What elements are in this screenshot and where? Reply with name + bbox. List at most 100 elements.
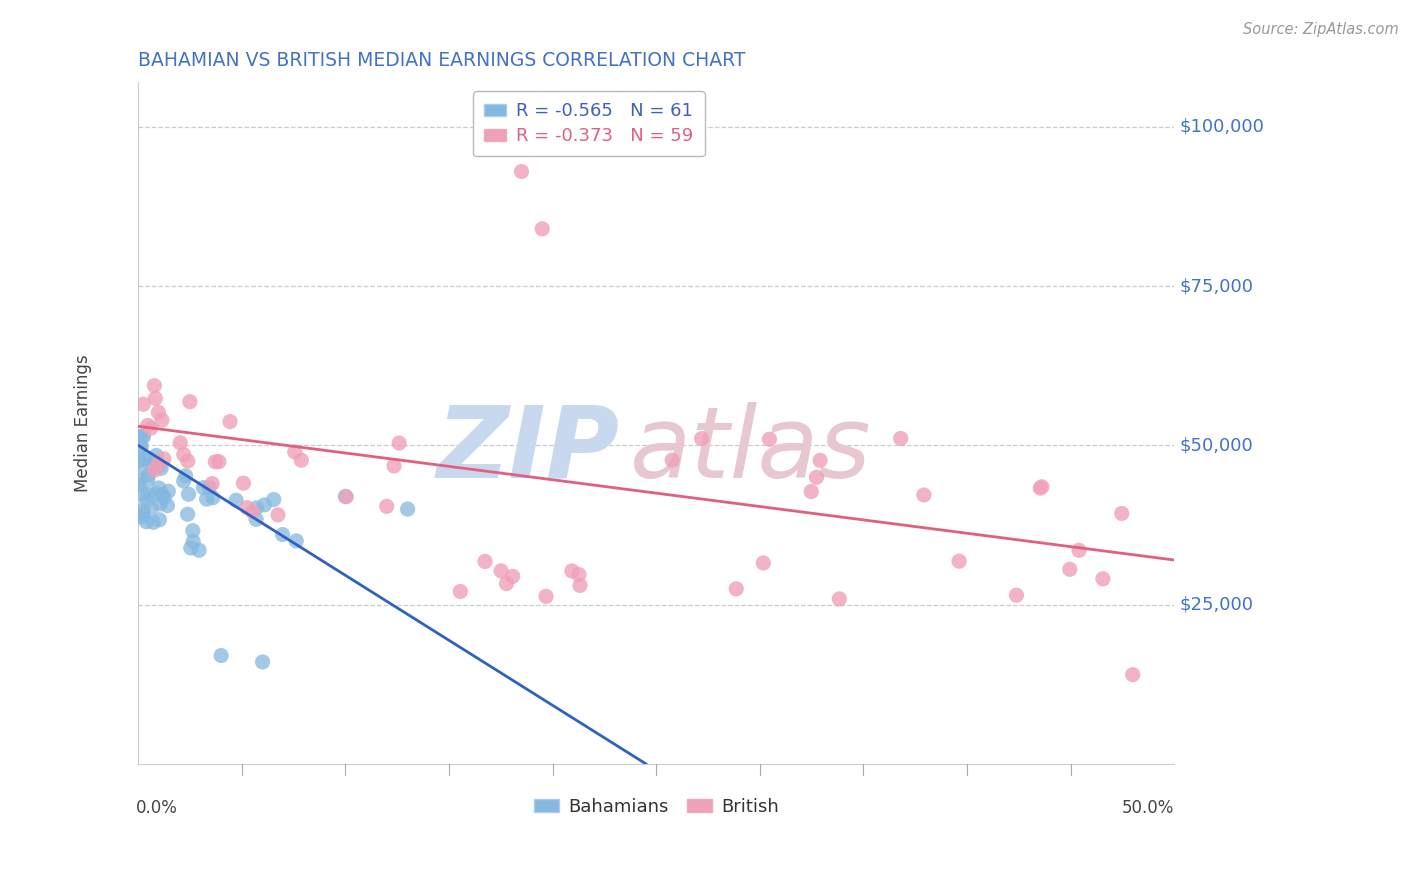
- Point: [152, 487, 174, 501]
- Point: [201, 476, 224, 491]
- Point: [132, 507, 155, 521]
- Text: ZIP: ZIP: [437, 401, 620, 499]
- Point: [806, 470, 828, 484]
- Point: [209, 648, 232, 663]
- Point: [132, 452, 155, 467]
- Point: [181, 524, 204, 538]
- Point: [132, 487, 155, 501]
- Point: [135, 493, 157, 508]
- Point: [335, 490, 357, 504]
- Point: [568, 567, 591, 582]
- Point: [335, 489, 357, 503]
- Point: [758, 432, 780, 446]
- Point: [253, 498, 276, 512]
- Text: $50,000: $50,000: [1180, 436, 1253, 454]
- Point: [198, 480, 221, 494]
- Point: [252, 655, 274, 669]
- Point: [388, 436, 411, 450]
- Point: [148, 513, 170, 527]
- Point: [142, 457, 165, 471]
- Point: [263, 492, 285, 507]
- Point: [195, 492, 218, 507]
- Point: [142, 516, 165, 530]
- Point: [129, 510, 152, 524]
- Text: $75,000: $75,000: [1180, 277, 1253, 295]
- Point: [236, 500, 259, 515]
- Point: [188, 543, 211, 558]
- Point: [145, 449, 167, 463]
- Point: [139, 421, 162, 435]
- Point: [225, 493, 247, 508]
- Point: [534, 590, 557, 604]
- Point: [173, 474, 195, 488]
- Point: [208, 454, 231, 468]
- Point: [149, 497, 172, 511]
- Point: [128, 478, 150, 492]
- Point: [449, 584, 471, 599]
- Point: [145, 486, 167, 500]
- Text: Source: ZipAtlas.com: Source: ZipAtlas.com: [1243, 22, 1399, 37]
- Point: [219, 415, 242, 429]
- Point: [502, 569, 524, 583]
- Text: $100,000: $100,000: [1180, 118, 1264, 136]
- Point: [132, 429, 155, 443]
- Point: [181, 534, 204, 549]
- Text: Median Earnings: Median Earnings: [73, 354, 91, 491]
- Point: [912, 488, 935, 502]
- Point: [177, 454, 200, 468]
- Point: [568, 578, 591, 592]
- Point: [134, 462, 156, 476]
- Point: [245, 500, 267, 515]
- Text: 0.0%: 0.0%: [136, 799, 179, 817]
- Point: [129, 440, 152, 454]
- Point: [232, 476, 254, 491]
- Point: [156, 499, 179, 513]
- Point: [177, 487, 200, 501]
- Point: [176, 508, 198, 522]
- Point: [284, 445, 307, 459]
- Point: [148, 481, 170, 495]
- Point: [489, 564, 512, 578]
- Point: [148, 458, 170, 473]
- Point: [1029, 481, 1052, 495]
- Point: [148, 405, 170, 419]
- Text: $25,000: $25,000: [1180, 596, 1253, 614]
- Point: [690, 432, 713, 446]
- Text: 50.0%: 50.0%: [1122, 799, 1174, 817]
- Point: [290, 453, 312, 467]
- Point: [174, 469, 197, 483]
- Text: atlas: atlas: [630, 401, 872, 499]
- Point: [138, 468, 160, 483]
- Point: [474, 554, 496, 568]
- Point: [169, 435, 191, 450]
- Point: [1031, 480, 1053, 494]
- Point: [561, 564, 583, 578]
- Point: [267, 508, 290, 522]
- Point: [510, 164, 533, 178]
- Point: [141, 500, 163, 515]
- Point: [382, 458, 405, 473]
- Point: [153, 451, 176, 466]
- Point: [1111, 507, 1133, 521]
- Point: [271, 527, 294, 541]
- Point: [150, 461, 173, 475]
- Point: [143, 463, 166, 477]
- Point: [808, 453, 831, 467]
- Point: [396, 502, 419, 516]
- Point: [150, 413, 173, 427]
- Point: [153, 491, 176, 505]
- Point: [245, 512, 267, 526]
- Point: [180, 541, 202, 555]
- Point: [752, 556, 775, 570]
- Text: BAHAMIAN VS BRITISH MEDIAN EARNINGS CORRELATION CHART: BAHAMIAN VS BRITISH MEDIAN EARNINGS CORR…: [138, 51, 745, 70]
- Point: [495, 576, 517, 591]
- Point: [148, 457, 170, 471]
- Point: [135, 515, 157, 529]
- Point: [201, 491, 224, 505]
- Point: [948, 554, 970, 568]
- Point: [179, 394, 201, 409]
- Point: [136, 418, 159, 433]
- Point: [143, 378, 166, 392]
- Point: [242, 505, 264, 519]
- Point: [193, 481, 215, 495]
